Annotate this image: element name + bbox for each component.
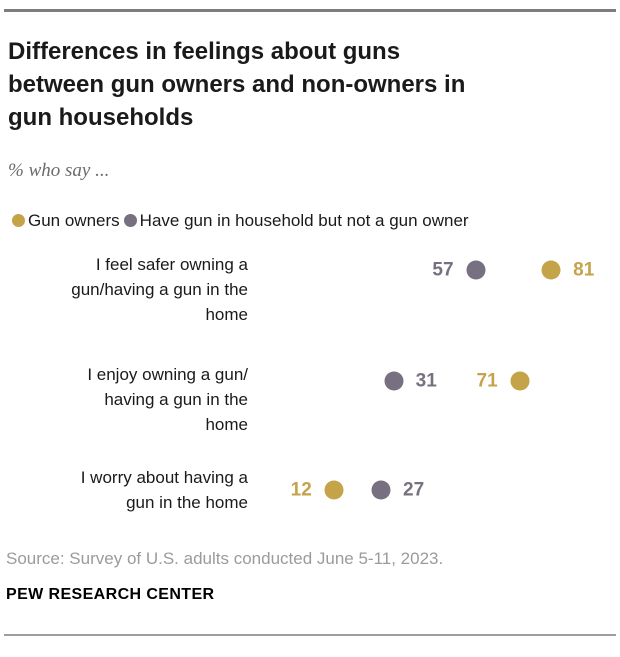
- source-note: Source: Survey of U.S. adults conducted …: [6, 549, 444, 568]
- value-label: 27: [403, 479, 425, 501]
- data-point-dot: [510, 371, 530, 391]
- chart-title: Differences in feelings about guns betwe…: [8, 38, 466, 131]
- value-label: 12: [290, 479, 312, 501]
- legend-swatch-icon: [12, 214, 25, 227]
- legend-item: Have gun in household but not a gun owne…: [123, 211, 469, 230]
- value-label: 57: [432, 259, 454, 281]
- brand-label: PEW RESEARCH CENTER: [6, 586, 215, 603]
- plot-area: 57 81: [248, 252, 620, 327]
- dot-plot: I feel safer owning a gun/having a gun i…: [0, 252, 620, 515]
- value-label: 71: [476, 370, 498, 392]
- data-point-dot: [466, 260, 486, 280]
- plot-area: 12 27: [248, 465, 620, 515]
- legend-label: Have gun in household but not a gun owne…: [139, 211, 469, 230]
- plot-area: 31 71: [248, 362, 620, 437]
- legend: Gun owners Have gun in household but not …: [12, 211, 612, 230]
- data-point-dot: [324, 480, 344, 500]
- data-point-dot: [384, 371, 404, 391]
- legend-label: Gun owners: [28, 211, 120, 230]
- value-label: 31: [415, 370, 437, 392]
- value-label: 81: [573, 259, 595, 281]
- category-label: I enjoy owning a gun/ having a gun in th…: [87, 365, 248, 434]
- legend-swatch-icon: [123, 214, 137, 227]
- chart-row: I enjoy owning a gun/ having a gun in th…: [0, 362, 620, 437]
- chart-row: I feel safer owning a gun/having a gun i…: [0, 252, 620, 327]
- legend-item: Gun owners: [12, 211, 120, 230]
- chart-subtitle: % who say ...: [8, 160, 110, 181]
- data-point-dot: [541, 260, 561, 280]
- top-divider: [4, 9, 616, 12]
- data-point-dot: [371, 480, 391, 500]
- bottom-divider: [4, 634, 616, 636]
- category-label: I feel safer owning a gun/having a gun i…: [71, 255, 248, 324]
- chart-card: Differences in feelings about guns betwe…: [0, 9, 620, 657]
- chart-row: I worry about having a gun in the home 12…: [0, 465, 620, 515]
- category-label: I worry about having a gun in the home: [80, 468, 248, 512]
